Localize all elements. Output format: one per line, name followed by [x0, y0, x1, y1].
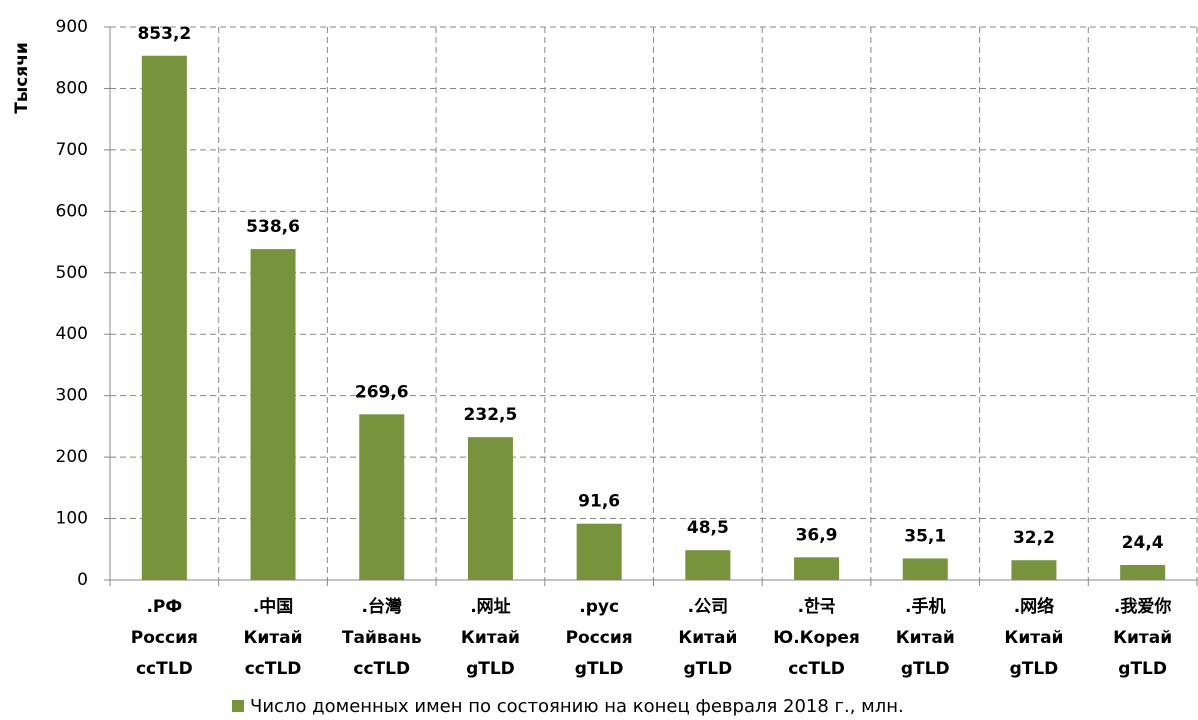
- x-tick-label: .한국: [798, 597, 836, 617]
- x-tick-label: Россия: [566, 628, 633, 648]
- value-label: 36,9: [796, 525, 838, 545]
- x-tick-label: ccTLD: [788, 659, 845, 679]
- y-tick-label: 0: [77, 570, 88, 590]
- bar: [685, 550, 731, 580]
- x-tick-label: gTLD: [466, 659, 515, 679]
- x-tick-label: Ю.Корея: [773, 628, 860, 648]
- value-label: 269,6: [355, 382, 409, 402]
- y-axis-title: Тысячи: [12, 42, 32, 114]
- x-tick-label: .РФ: [146, 597, 182, 617]
- x-tick-label: Китай: [244, 628, 303, 648]
- y-tick-label: 200: [56, 447, 88, 467]
- bar: [902, 558, 948, 580]
- x-tick-label: ccTLD: [136, 659, 193, 679]
- bar: [1011, 560, 1057, 580]
- legend-label: Число доменных имен по состоянию на коне…: [250, 696, 904, 717]
- value-label: 24,4: [1122, 533, 1164, 553]
- x-tick-label: .中国: [253, 596, 293, 617]
- y-tick-label: 700: [56, 140, 88, 160]
- x-tick-label: .手机: [905, 596, 945, 617]
- y-tick-label: 100: [56, 509, 88, 529]
- legend-swatch: [232, 700, 244, 712]
- y-tick-label: 300: [56, 386, 88, 406]
- x-tick-label: Китай: [1113, 628, 1172, 648]
- value-label: 32,2: [1013, 528, 1055, 548]
- x-tick-label: .网址: [470, 597, 510, 617]
- value-label: 91,6: [578, 492, 620, 512]
- y-tick-label: 900: [56, 17, 88, 37]
- value-label: 35,1: [904, 526, 946, 546]
- y-tick-label: 500: [56, 263, 88, 283]
- x-tick-label: .网络: [1014, 596, 1054, 617]
- bar: [794, 557, 840, 580]
- x-tick-label: .我爱你: [1114, 596, 1171, 617]
- value-label: 853,2: [137, 24, 191, 44]
- bar: [250, 249, 296, 580]
- bar: [1120, 565, 1166, 580]
- x-tick-label: gTLD: [901, 659, 950, 679]
- x-tick-label: gTLD: [1010, 659, 1059, 679]
- bar: [141, 55, 187, 581]
- y-tick-label: 800: [56, 78, 88, 98]
- x-tick-label: Китай: [1004, 628, 1063, 648]
- x-tick-label: Китай: [678, 628, 737, 648]
- x-tick-label: ccTLD: [353, 659, 410, 679]
- value-label: 232,5: [464, 405, 518, 425]
- x-tick-label: Тайвань: [342, 628, 422, 648]
- x-tick-label: .台灣: [362, 596, 402, 617]
- bar: [359, 414, 405, 580]
- x-tick-label: gTLD: [683, 659, 732, 679]
- x-tick-label: .公司: [688, 597, 728, 617]
- x-tick-label: Китай: [461, 628, 520, 648]
- y-tick-label: 600: [56, 201, 88, 221]
- x-tick-label: gTLD: [1118, 659, 1167, 679]
- bar: [576, 523, 622, 580]
- y-tick-label: 400: [56, 324, 88, 344]
- bar: [467, 437, 513, 580]
- x-tick-label: ccTLD: [245, 659, 302, 679]
- x-tick-label: gTLD: [575, 659, 624, 679]
- x-tick-label: Россия: [131, 628, 198, 648]
- x-tick-label: .рус: [579, 597, 619, 617]
- value-label: 538,6: [246, 217, 300, 237]
- x-tick-label: Китай: [896, 628, 955, 648]
- value-label: 48,5: [687, 518, 729, 538]
